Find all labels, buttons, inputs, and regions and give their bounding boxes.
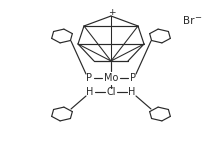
Text: −: − [194,14,201,22]
Text: P: P [130,73,136,83]
Text: H: H [86,87,94,97]
Text: Br: Br [183,16,194,26]
Text: H: H [128,87,136,97]
Text: Cl: Cl [106,87,116,97]
Text: P: P [86,73,92,83]
Text: Mo: Mo [104,73,118,83]
Text: +: + [108,8,116,16]
